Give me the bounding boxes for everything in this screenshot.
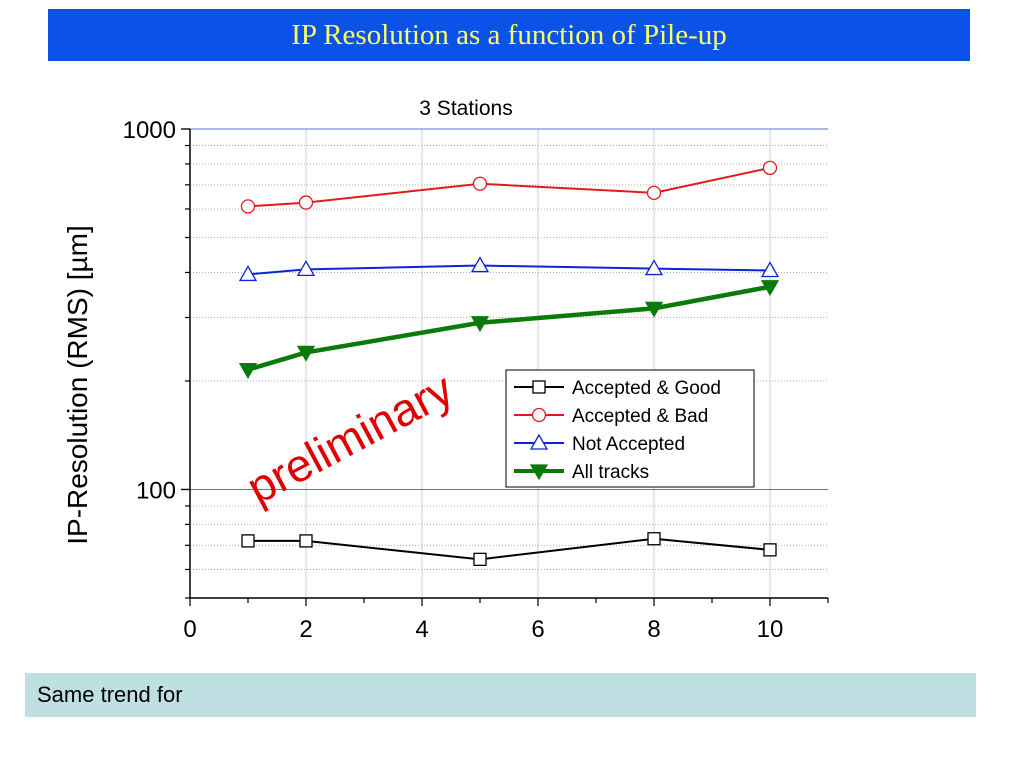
- data-point: [298, 195, 314, 210]
- slide-title: IP Resolution as a function of Pile-up: [291, 18, 727, 51]
- slide-title-bar: IP Resolution as a function of Pile-up: [48, 9, 970, 61]
- data-point: [647, 532, 661, 546]
- data-point: [299, 534, 313, 548]
- legend-marker: [532, 380, 546, 394]
- x-tick-label: 2: [299, 616, 312, 643]
- series-line: [247, 264, 771, 276]
- data-point: [760, 280, 780, 297]
- legend-label: Accepted & Good: [572, 378, 721, 399]
- plot-frame: [190, 129, 828, 598]
- series-line: [248, 537, 771, 561]
- x-tick-label: 8: [647, 616, 660, 643]
- legend-marker: [529, 433, 549, 450]
- data-point: [763, 543, 777, 557]
- series-accepted-bad: [240, 160, 778, 214]
- data-point: [296, 345, 316, 362]
- data-point: [644, 301, 664, 318]
- data-point: [240, 199, 256, 214]
- data-point: [238, 362, 258, 379]
- y-tick-label: 100: [136, 477, 176, 504]
- x-tick-label: 4: [415, 616, 428, 643]
- footer-note: Same trend for: [37, 682, 183, 707]
- series-line: [247, 284, 771, 372]
- grid: [190, 128, 828, 598]
- footer-note-box: Same trend for: [25, 673, 976, 717]
- legend-label: All tracks: [572, 462, 649, 483]
- y-axis-label: IP-Resolution (RMS) [µm]: [62, 225, 93, 545]
- data-point: [760, 261, 780, 278]
- series-line: [247, 166, 771, 208]
- data-point: [238, 265, 258, 282]
- legend: Accepted & Good Accepted & Bad Not Accepte…: [505, 369, 755, 488]
- x-tick-label: 6: [531, 616, 544, 643]
- data-point: [470, 256, 490, 273]
- legend-label: Accepted & Bad: [572, 406, 708, 427]
- data-point: [644, 259, 664, 276]
- chart-title: 3 Stations: [419, 97, 512, 120]
- series-all-tracks: [238, 280, 780, 379]
- legend-box: [505, 369, 755, 488]
- legend-marker: [529, 464, 549, 481]
- series: [238, 160, 780, 567]
- data-point: [470, 316, 490, 333]
- data-point: [296, 260, 316, 277]
- data-point: [241, 534, 255, 548]
- y-tick-label: 1000: [123, 117, 176, 144]
- preliminary-watermark: preliminary: [238, 362, 461, 514]
- axes: 0 2 4 6 8 10 100 1000: [123, 117, 829, 643]
- legend-label: Not Accepted: [572, 434, 685, 455]
- x-tick-label: 0: [183, 616, 196, 643]
- series-not-accepted: [238, 256, 780, 282]
- legend-marker: [531, 407, 547, 423]
- x-tick-label: 10: [757, 616, 784, 643]
- data-point: [472, 176, 488, 191]
- data-point: [473, 552, 487, 567]
- data-point: [762, 160, 778, 176]
- series-accepted-good: [241, 532, 777, 567]
- data-point: [646, 185, 662, 201]
